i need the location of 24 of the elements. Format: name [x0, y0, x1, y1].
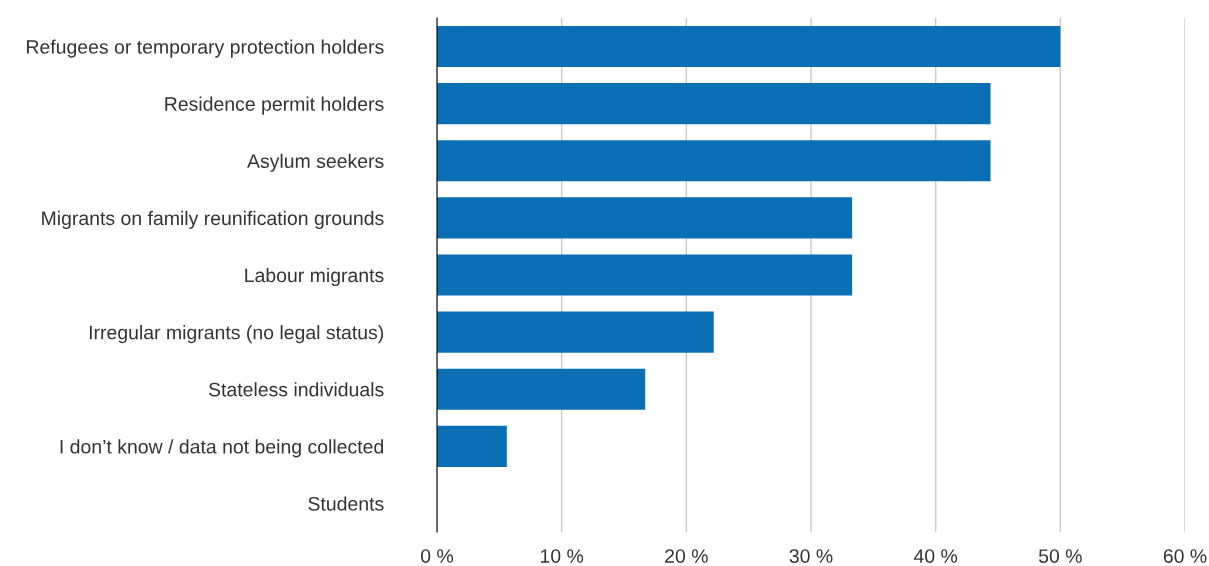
y-tick-label: Labour migrants — [245, 267, 384, 287]
y-tick-label: Migrants on family reunification grounds — [42, 210, 384, 229]
x-tick-label: 40 % — [913, 549, 958, 563]
y-tick-label: Stateless individuals — [208, 382, 384, 397]
y-tick-label: Students — [308, 496, 384, 511]
bar — [437, 83, 991, 125]
y-tick-label: Irregular migrants (no legal status) — [89, 325, 384, 344]
x-tick-label: 60 % — [1163, 549, 1207, 563]
y-tick-label: Refugees or temporary protection holders — [27, 39, 384, 58]
bar — [437, 197, 853, 239]
y-tick-label: Asylum seekers — [247, 153, 384, 172]
x-tick-label: 50 % — [1038, 549, 1082, 563]
bar — [437, 254, 853, 296]
bar — [437, 140, 991, 182]
x-tick-label: 30 % — [789, 549, 833, 563]
x-tick-label: 10 % — [540, 549, 584, 563]
x-tick-label: 0 % — [421, 549, 454, 563]
bar — [437, 368, 646, 410]
y-tick-label: Residence permit holders — [165, 96, 384, 115]
bar — [437, 425, 507, 467]
y-tick-label: I don’t know / data not being collected — [60, 439, 383, 458]
bar — [437, 26, 1061, 68]
x-tick-label: 20 % — [665, 549, 708, 563]
bar — [437, 311, 714, 353]
